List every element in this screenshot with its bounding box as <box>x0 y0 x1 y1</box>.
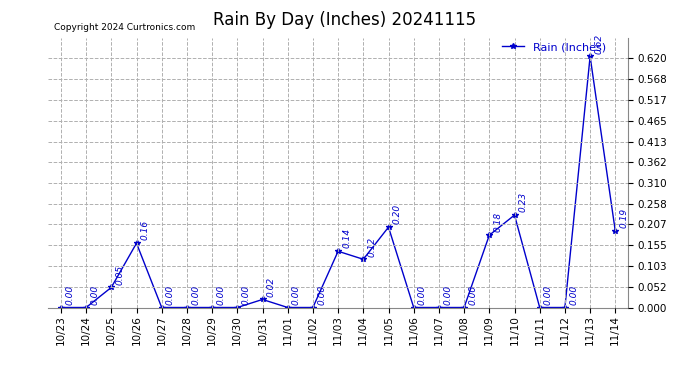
Text: 0.00: 0.00 <box>65 285 74 305</box>
Line: Rain (Inches): Rain (Inches) <box>58 54 618 310</box>
Text: 0.00: 0.00 <box>544 285 553 305</box>
Text: Copyright 2024 Curtronics.com: Copyright 2024 Curtronics.com <box>54 23 195 32</box>
Rain (Inches) <box>384 225 393 230</box>
Rain (Inches) <box>485 233 493 237</box>
Text: 0.16: 0.16 <box>141 220 150 240</box>
Text: 0.00: 0.00 <box>191 285 200 305</box>
Rain (Inches) <box>586 54 594 58</box>
Rain (Inches) <box>460 305 469 310</box>
Rain (Inches) <box>535 305 544 310</box>
Rain (Inches) <box>157 305 166 310</box>
Text: 0.05: 0.05 <box>115 264 124 285</box>
Rain (Inches) <box>284 305 292 310</box>
Text: 0.12: 0.12 <box>368 236 377 256</box>
Rain (Inches) <box>132 241 141 246</box>
Rain (Inches) <box>208 305 216 310</box>
Rain (Inches) <box>511 213 519 217</box>
Text: 0.00: 0.00 <box>418 285 427 305</box>
Text: 0.18: 0.18 <box>493 212 502 232</box>
Text: 0.00: 0.00 <box>216 285 225 305</box>
Text: 0.00: 0.00 <box>292 285 301 305</box>
Text: 0.19: 0.19 <box>620 208 629 228</box>
Text: 0.00: 0.00 <box>469 285 477 305</box>
Rain (Inches) <box>611 229 620 233</box>
Rain (Inches) <box>233 305 242 310</box>
Rain (Inches) <box>57 305 65 310</box>
Text: 0.62: 0.62 <box>594 33 603 54</box>
Rain (Inches) <box>183 305 191 310</box>
Text: Rain By Day (Inches) 20241115: Rain By Day (Inches) 20241115 <box>213 11 477 29</box>
Text: 0.00: 0.00 <box>443 285 452 305</box>
Rain (Inches) <box>334 249 342 254</box>
Text: 0.23: 0.23 <box>519 192 528 212</box>
Text: 0.00: 0.00 <box>90 285 99 305</box>
Text: 0.02: 0.02 <box>266 276 276 297</box>
Rain (Inches) <box>308 305 317 310</box>
Text: 0.00: 0.00 <box>569 285 578 305</box>
Text: 0.14: 0.14 <box>342 228 351 249</box>
Rain (Inches) <box>410 305 418 310</box>
Rain (Inches) <box>359 257 368 261</box>
Text: 0.20: 0.20 <box>393 204 402 224</box>
Rain (Inches) <box>435 305 443 310</box>
Rain (Inches) <box>561 305 569 310</box>
Rain (Inches) <box>258 297 266 302</box>
Legend: Rain (Inches): Rain (Inches) <box>497 38 611 57</box>
Rain (Inches) <box>107 285 115 290</box>
Text: 0.00: 0.00 <box>241 285 250 305</box>
Text: 0.00: 0.00 <box>317 285 326 305</box>
Rain (Inches) <box>82 305 90 310</box>
Text: 0.00: 0.00 <box>166 285 175 305</box>
